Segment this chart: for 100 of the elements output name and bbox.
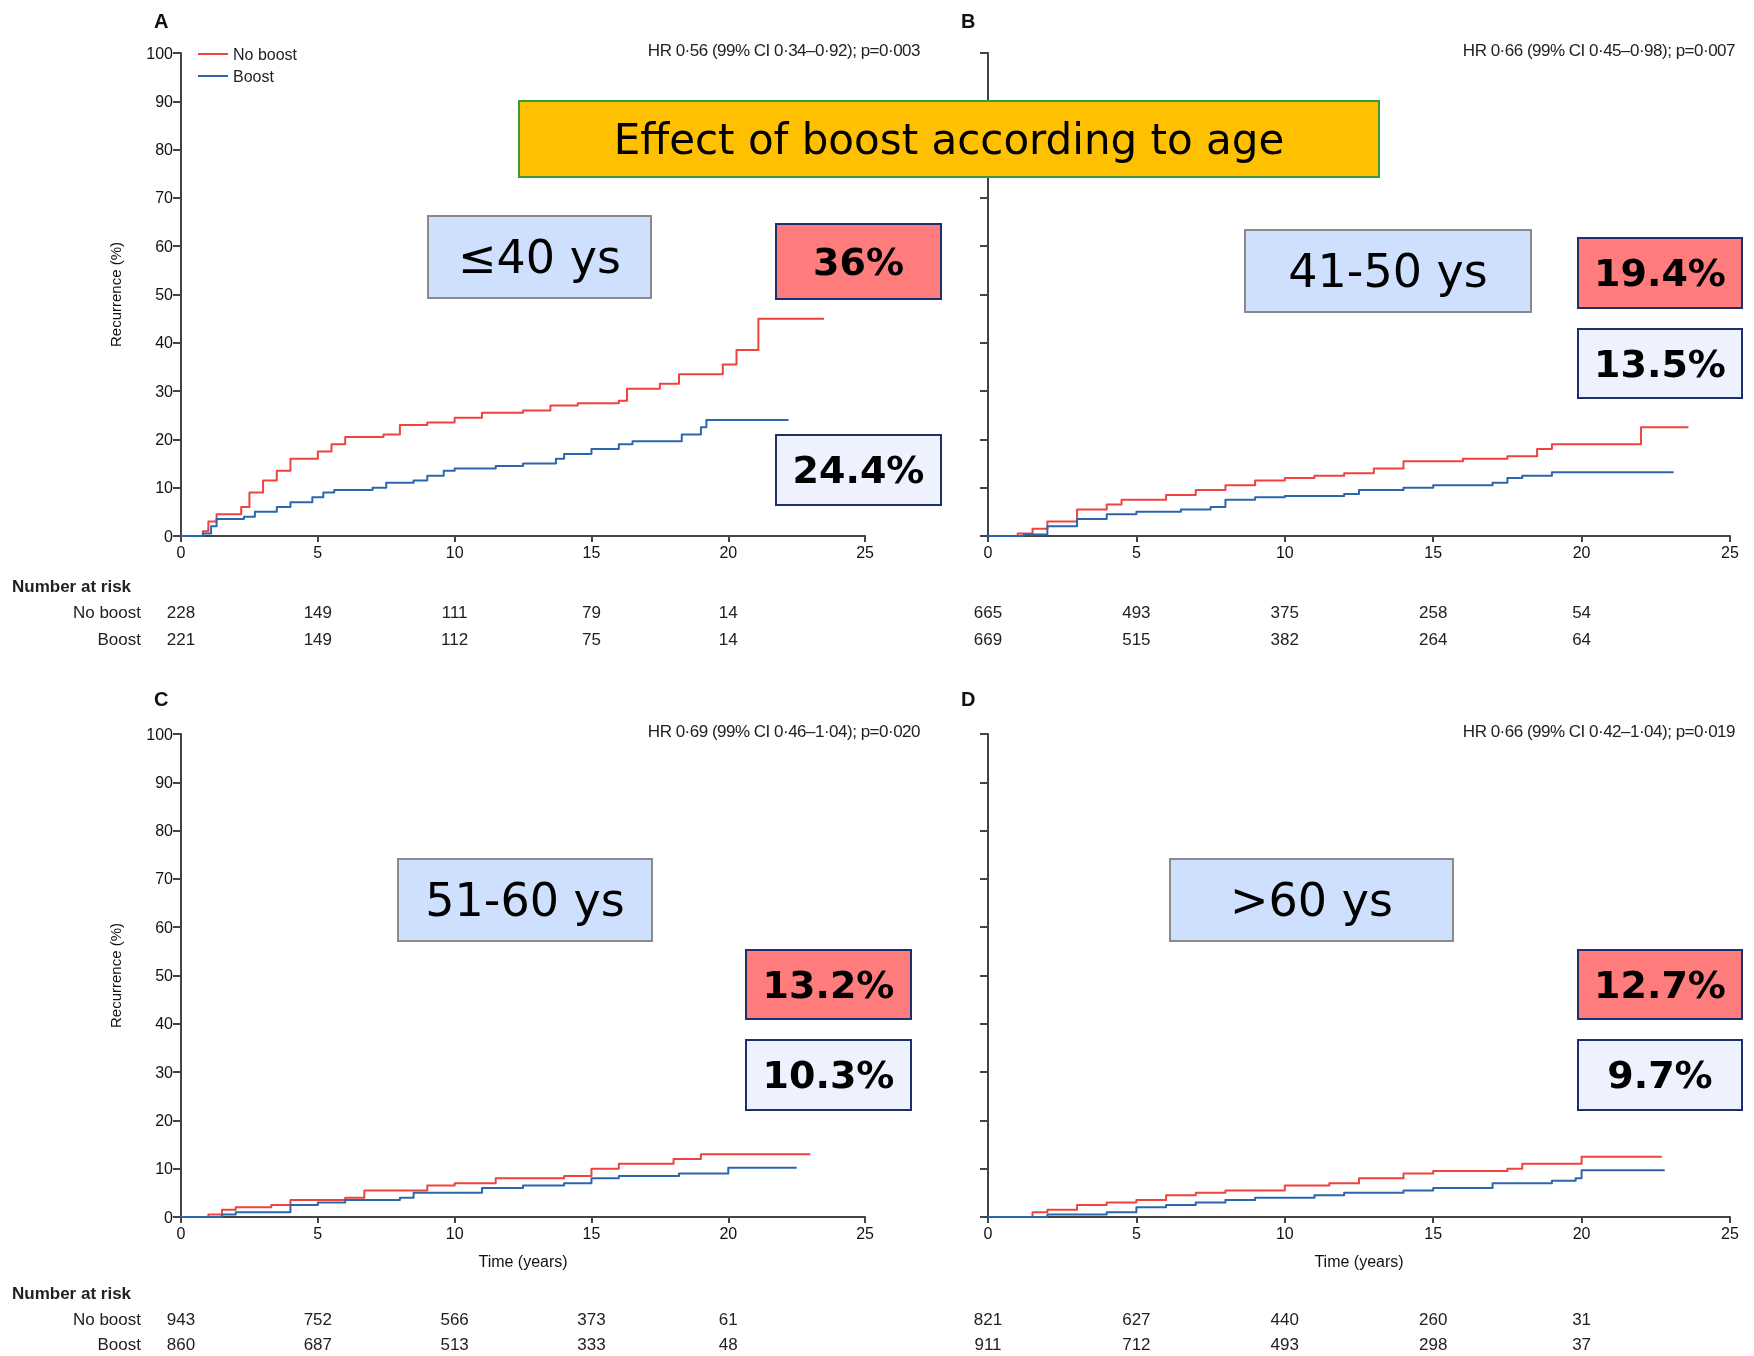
text: 566 bbox=[440, 1310, 469, 1330]
text: 373 bbox=[577, 1310, 606, 1330]
x-tick-label: 25 bbox=[1721, 543, 1739, 561]
y-tick-label: 30 bbox=[155, 382, 174, 400]
y-tick-label: 0 bbox=[164, 1208, 174, 1226]
text: 149 bbox=[303, 630, 332, 650]
x-tick-label: 10 bbox=[445, 1224, 464, 1242]
text: Number at risk bbox=[12, 577, 132, 597]
chart-title: C bbox=[154, 688, 169, 710]
text: 112 bbox=[441, 630, 469, 650]
text: 493 bbox=[1270, 1335, 1299, 1355]
text: 669 bbox=[973, 630, 1003, 650]
x-tick-label: 0 bbox=[983, 543, 993, 561]
text: 382 bbox=[1270, 630, 1299, 650]
x-axis-title: Time (years) bbox=[478, 1252, 568, 1270]
text: 687 bbox=[303, 1335, 332, 1355]
text: 228 bbox=[166, 603, 196, 623]
x-tick-label: 25 bbox=[856, 543, 875, 561]
text: No boost bbox=[72, 1310, 141, 1330]
x-axis-title: Time (years) bbox=[1314, 1252, 1404, 1270]
x-tick-label: 5 bbox=[1131, 543, 1141, 561]
y-tick-label: 80 bbox=[155, 822, 174, 840]
text: 627 bbox=[1122, 1310, 1151, 1330]
label-box: 36% bbox=[775, 223, 942, 300]
title-banner: Effect of boost according to age bbox=[518, 100, 1380, 178]
legend-label: Boost bbox=[233, 67, 275, 85]
y-tick-label: 40 bbox=[155, 1015, 174, 1033]
text: 513 bbox=[440, 1335, 469, 1355]
x-tick-label: 15 bbox=[582, 543, 601, 561]
label-box: 13.5% bbox=[1577, 328, 1743, 399]
label-box: 9.7% bbox=[1577, 1039, 1743, 1111]
x-tick-label: 15 bbox=[1424, 1224, 1443, 1242]
chart-title: A bbox=[154, 10, 169, 32]
text: 149 bbox=[303, 603, 332, 623]
text: 31 bbox=[1572, 1310, 1592, 1330]
text: 221 bbox=[166, 630, 196, 650]
x-tick-label: 5 bbox=[313, 1224, 323, 1242]
label-box: 12.7% bbox=[1577, 949, 1743, 1020]
y-tick-label: 80 bbox=[155, 141, 174, 159]
y-tick-label: 60 bbox=[155, 918, 174, 936]
text: 264 bbox=[1419, 630, 1448, 650]
y-tick-label: 100 bbox=[146, 725, 174, 743]
text: 943 bbox=[166, 1310, 196, 1330]
text: 111 bbox=[441, 603, 468, 623]
text: 258 bbox=[1419, 603, 1448, 623]
label-box: 41-50 ys bbox=[1244, 229, 1532, 313]
chart-title: D bbox=[961, 688, 976, 710]
x-tick-label: 25 bbox=[1721, 1224, 1739, 1242]
text: 440 bbox=[1270, 1310, 1299, 1330]
y-tick-label: 90 bbox=[155, 773, 174, 791]
text: 75 bbox=[581, 630, 601, 650]
y-axis-title: Recurrence (%) bbox=[107, 241, 124, 348]
x-tick-label: 10 bbox=[445, 543, 464, 561]
x-tick-label: 15 bbox=[1424, 543, 1443, 561]
x-tick-label: 20 bbox=[1572, 1224, 1591, 1242]
x-tick-label: 25 bbox=[856, 1224, 875, 1242]
annotation: HR 0·69 (99% CI 0·46–1·04); p=0·020 bbox=[647, 722, 920, 742]
text: 54 bbox=[1572, 603, 1592, 623]
text: 61 bbox=[718, 1310, 738, 1330]
text: 860 bbox=[166, 1335, 196, 1355]
text: 260 bbox=[1419, 1310, 1448, 1330]
y-tick-label: 10 bbox=[155, 1160, 174, 1178]
text: Number at risk bbox=[12, 1284, 132, 1304]
text: 48 bbox=[718, 1335, 738, 1355]
text: 333 bbox=[577, 1335, 606, 1355]
x-tick-label: 5 bbox=[1131, 1224, 1141, 1242]
text: 14 bbox=[718, 630, 738, 650]
text: 493 bbox=[1122, 603, 1151, 623]
legend-label: No boost bbox=[233, 45, 298, 63]
x-tick-label: 5 bbox=[313, 543, 323, 561]
text: 79 bbox=[581, 603, 601, 623]
label-box: 19.4% bbox=[1577, 237, 1743, 309]
text: 712 bbox=[1122, 1335, 1151, 1355]
y-tick-label: 50 bbox=[155, 286, 174, 303]
y-tick-label: 10 bbox=[155, 479, 174, 497]
text: Boost bbox=[97, 1335, 141, 1355]
x-tick-label: 20 bbox=[719, 1224, 738, 1242]
annotation: HR 0·66 (99% CI 0·45–0·98); p=0·007 bbox=[1462, 41, 1735, 61]
chart-title: B bbox=[961, 10, 976, 32]
label-box: 51-60 ys bbox=[397, 858, 653, 942]
text: 64 bbox=[1572, 630, 1592, 650]
y-tick-label: 20 bbox=[155, 430, 174, 448]
x-tick-label: 0 bbox=[176, 543, 186, 561]
text: 375 bbox=[1270, 603, 1299, 623]
label-box: 10.3% bbox=[745, 1039, 912, 1111]
label-box: 24.4% bbox=[775, 434, 942, 506]
x-tick-label: 15 bbox=[582, 1224, 601, 1242]
y-tick-label: 20 bbox=[155, 1111, 174, 1129]
x-tick-label: 0 bbox=[983, 1224, 993, 1242]
y-tick-label: 70 bbox=[155, 870, 174, 888]
x-tick-label: 20 bbox=[1572, 543, 1591, 561]
text: 752 bbox=[303, 1310, 332, 1330]
y-tick-label: 60 bbox=[155, 237, 174, 255]
y-tick-label: 40 bbox=[155, 334, 174, 352]
y-axis-title: Recurrence (%) bbox=[107, 922, 124, 1029]
label-box: >60 ys bbox=[1169, 858, 1454, 942]
annotation: HR 0·66 (99% CI 0·42–1·04); p=0·019 bbox=[1462, 722, 1735, 742]
text: 821 bbox=[973, 1310, 1003, 1330]
text: 911 bbox=[974, 1335, 1002, 1355]
text: 665 bbox=[973, 603, 1003, 623]
